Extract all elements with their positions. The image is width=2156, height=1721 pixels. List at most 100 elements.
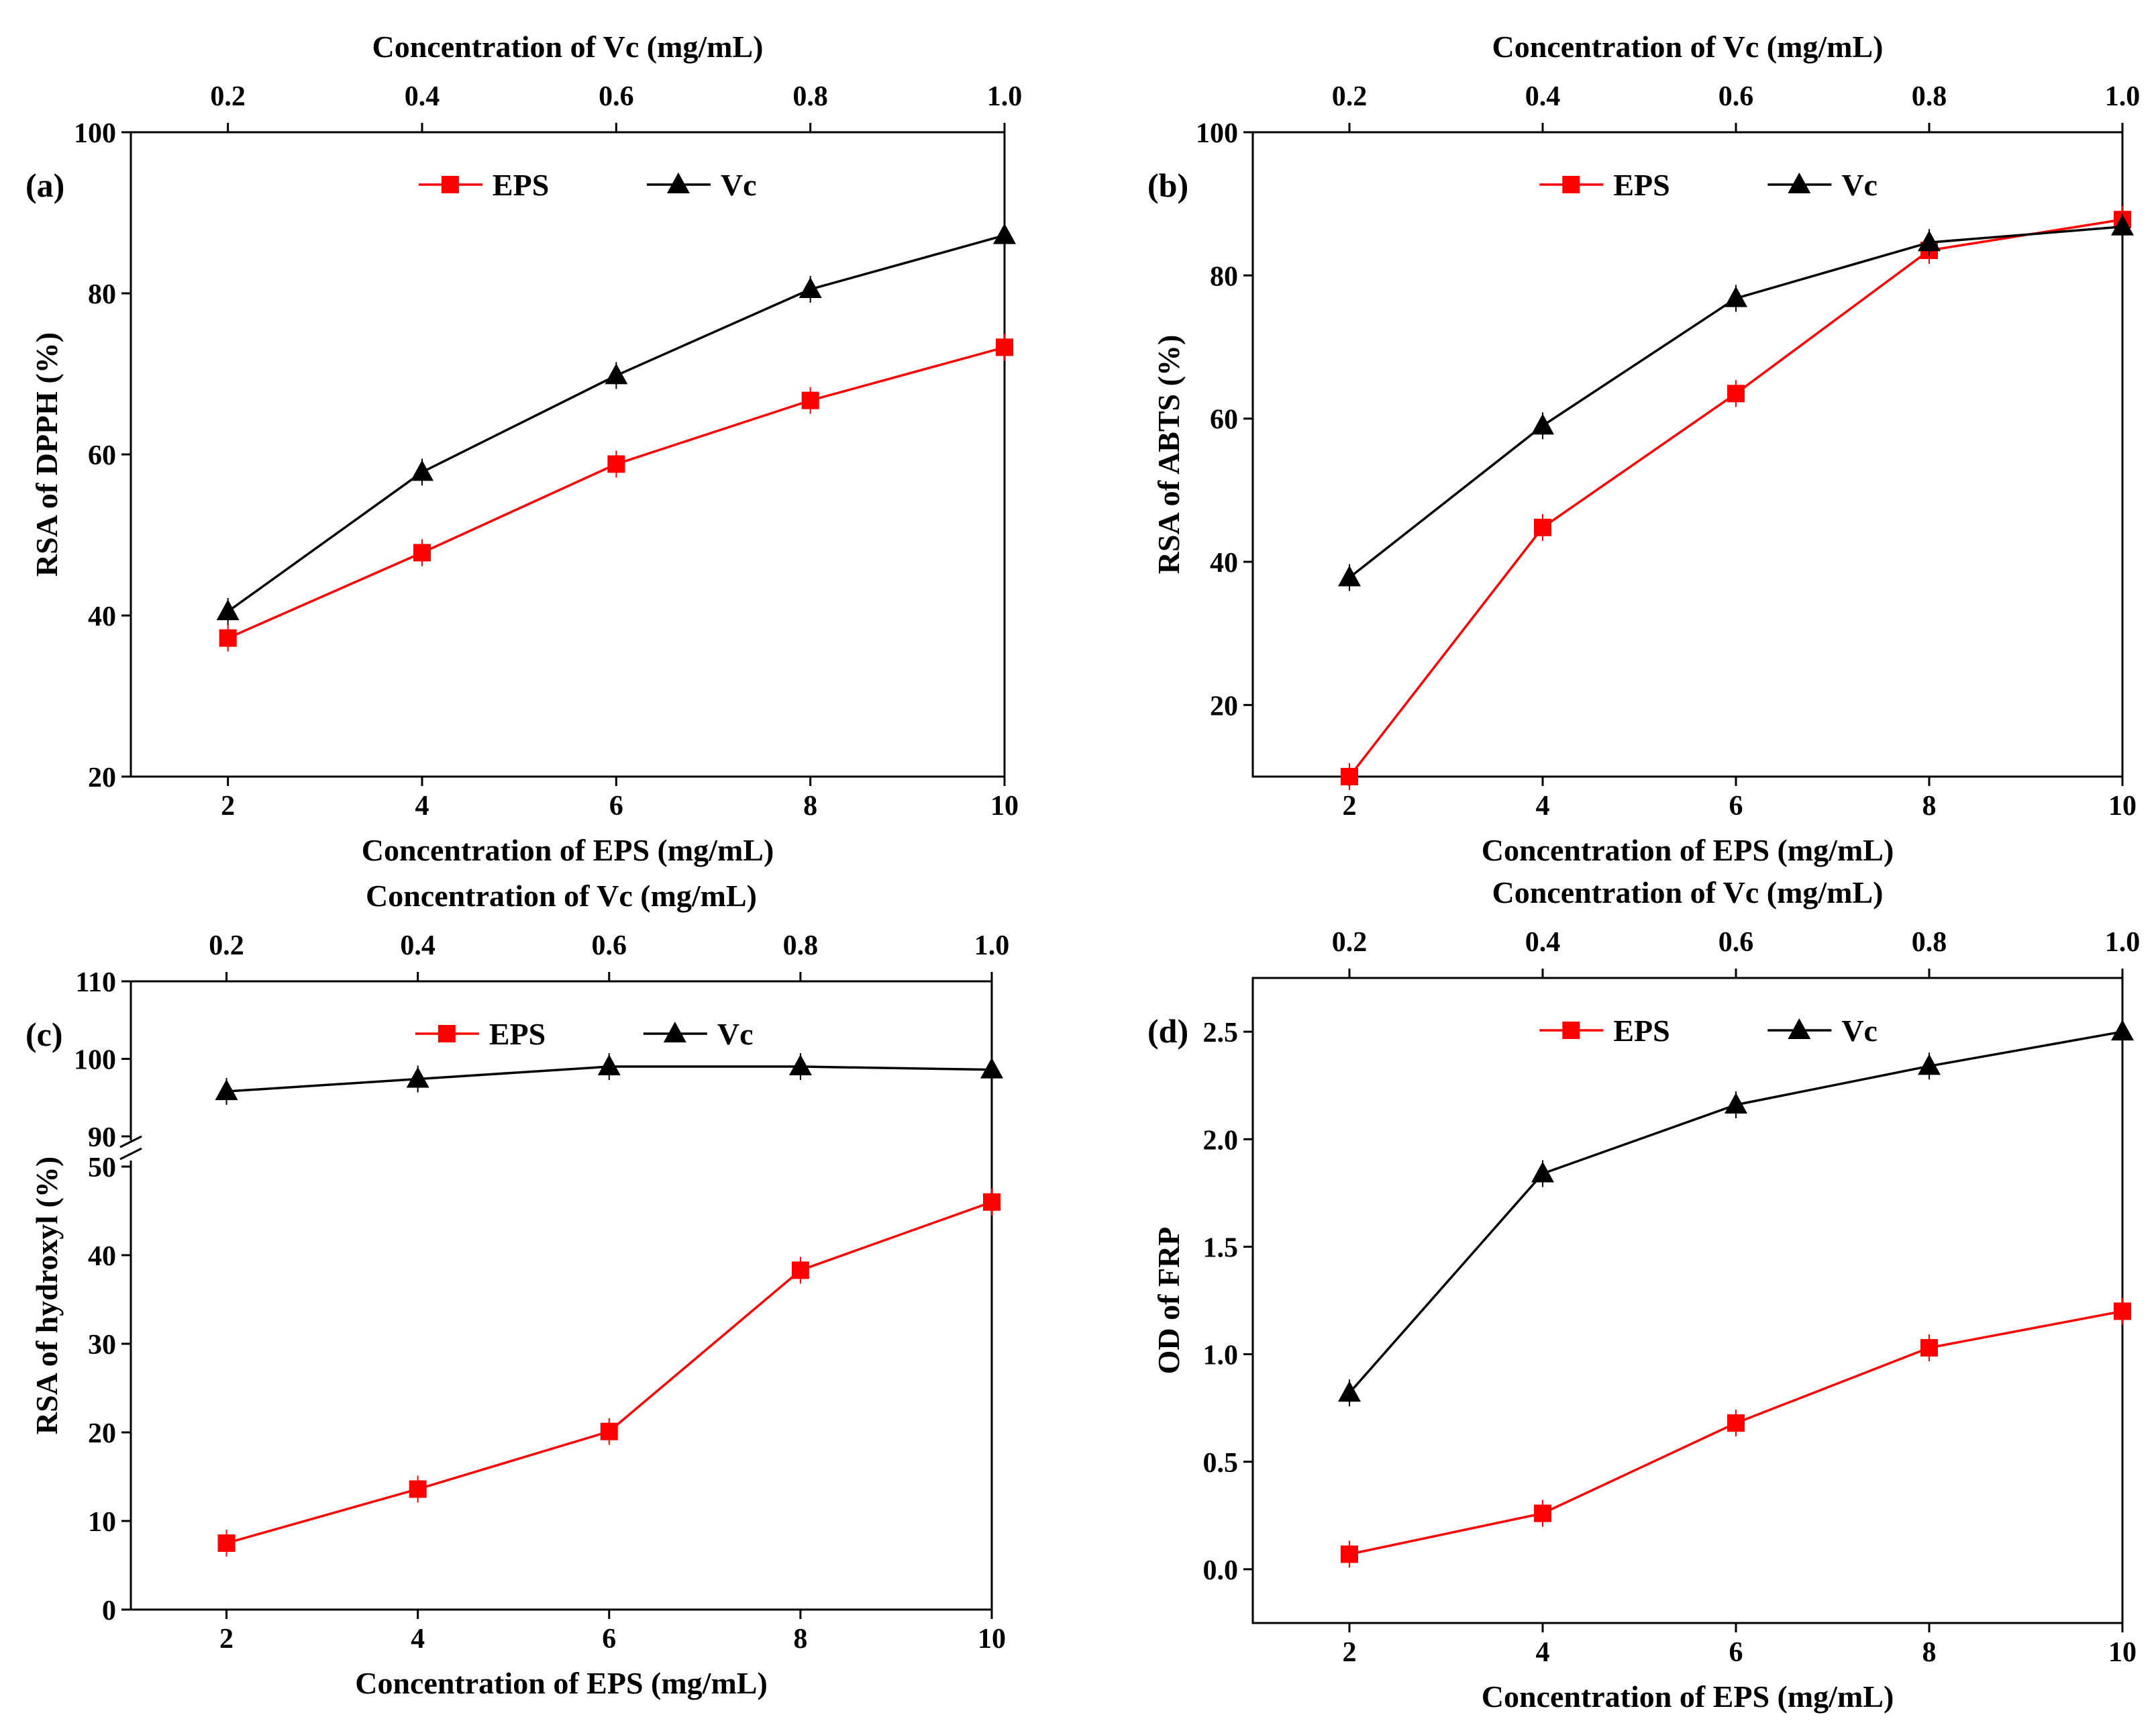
- x-tick-label: 8: [803, 791, 817, 822]
- y-tick-label: 20: [88, 1418, 116, 1449]
- plot-frame: [130, 131, 1006, 778]
- legend-marker: [663, 1022, 686, 1042]
- data-point-vc: [1338, 1381, 1361, 1402]
- data-point-vc: [605, 363, 628, 385]
- data-point-vc: [1338, 565, 1361, 587]
- legend-label-vc: Vc: [1841, 1014, 1878, 1048]
- data-point-eps: [413, 544, 431, 562]
- legend-label-eps: EPS: [489, 1017, 546, 1051]
- x-tick-label: 8: [1922, 1637, 1937, 1668]
- data-point-vc: [406, 1067, 429, 1088]
- data-point-vc: [1725, 1092, 1747, 1114]
- y-tick-label: 0: [102, 1595, 116, 1626]
- data-point-eps: [1727, 385, 1745, 403]
- top-x-tick-label: 0.2: [209, 930, 244, 961]
- top-axis-title: Concentration of Vc (mg/mL): [366, 879, 757, 913]
- data-point-vc: [216, 599, 240, 620]
- data-point-eps: [791, 1261, 809, 1279]
- legend-marker: [1562, 176, 1580, 193]
- top-x-tick-label: 1.0: [974, 930, 1010, 961]
- y-tick-label: 60: [88, 440, 116, 471]
- x-tick-label: 2: [1343, 1637, 1357, 1668]
- panel-label: (a): [25, 166, 64, 204]
- top-x-tick-label: 0.6: [1718, 81, 1754, 112]
- data-point-vc: [1918, 230, 1941, 252]
- data-point-vc: [597, 1054, 621, 1076]
- legend-marker: [666, 173, 690, 193]
- data-point-vc: [1918, 1054, 1941, 1075]
- data-point-vc: [2111, 214, 2134, 236]
- data-point-vc: [788, 1054, 812, 1076]
- x-axis-title: Concentration of EPS (mg/mL): [1482, 833, 1894, 867]
- data-point-vc: [799, 277, 822, 298]
- data-point-vc: [1725, 286, 1747, 307]
- x-tick-label: 10: [2108, 1637, 2137, 1668]
- top-x-tick-label: 0.2: [1332, 81, 1368, 112]
- x-tick-label: 4: [1536, 791, 1550, 822]
- x-tick-label: 10: [978, 1624, 1006, 1655]
- axis-break-mark: [119, 1147, 142, 1161]
- data-point-eps: [1727, 1414, 1745, 1432]
- data-point-eps: [2114, 1302, 2131, 1320]
- series-line-eps: [226, 1201, 992, 1544]
- top-x-tick-label: 1.0: [2105, 927, 2141, 958]
- top-x-tick-label: 0.8: [1912, 927, 1947, 958]
- y-axis-title: RSA of hydroxyl (%): [30, 1157, 64, 1434]
- y-axis-title: RSA of DPPH (%): [30, 332, 64, 577]
- y-tick-label: 100: [1196, 118, 1238, 149]
- legend-label-vc: Vc: [717, 1017, 754, 1051]
- y-tick-label: 80: [88, 279, 116, 310]
- x-axis-title: Concentration of EPS (mg/mL): [362, 833, 774, 867]
- series-line-vc: [227, 234, 1005, 613]
- top-x-tick-label: 0.4: [1525, 927, 1561, 958]
- y-axis-title: OD of FRP: [1151, 1227, 1186, 1375]
- data-point-eps: [1341, 1545, 1358, 1563]
- series-line-eps: [227, 346, 1005, 640]
- x-tick-label: 10: [2108, 791, 2137, 822]
- y-tick-label: 40: [1210, 548, 1238, 579]
- data-point-eps: [996, 338, 1013, 356]
- x-tick-label: 8: [1922, 791, 1937, 822]
- top-x-tick-label: 0.4: [1525, 81, 1561, 112]
- top-x-tick-label: 1.0: [2105, 81, 2141, 112]
- x-tick-label: 2: [219, 1624, 234, 1655]
- y-tick-label: 20: [1210, 691, 1238, 722]
- chart-a: 2 4 6 8 10 0.2 0.4 0.6 0.8 1.0 20 40 60 80 100 Concentr…: [25, 30, 1022, 867]
- legend-marker: [438, 1025, 456, 1042]
- top-axis-title: Concentration of Vc (mg/mL): [1492, 875, 1884, 909]
- data-point-vc: [980, 1057, 1003, 1079]
- x-tick-label: 2: [1343, 791, 1357, 822]
- y-tick-label: 90: [88, 1122, 116, 1153]
- y-tick-label: 60: [1210, 405, 1238, 436]
- y-tick-label: 30: [88, 1330, 116, 1361]
- data-point-eps: [801, 391, 819, 409]
- top-x-tick-label: 0.4: [405, 81, 440, 112]
- top-x-tick-label: 0.8: [783, 930, 819, 961]
- x-axis-title: Concentration of EPS (mg/mL): [355, 1666, 768, 1700]
- legend-label-vc: Vc: [1841, 168, 1878, 202]
- data-point-eps: [1534, 518, 1551, 536]
- top-x-tick-label: 0.8: [1912, 81, 1947, 112]
- plot-frame: [130, 980, 993, 1611]
- x-tick-label: 2: [221, 791, 235, 822]
- y-tick-label: 0.5: [1203, 1448, 1239, 1479]
- legend-marker: [441, 176, 459, 193]
- x-tick-label: 6: [1729, 791, 1743, 822]
- y-tick-label: 1.0: [1203, 1340, 1239, 1371]
- data-point-vc: [215, 1079, 238, 1101]
- legend-marker: [1562, 1022, 1580, 1039]
- top-x-tick-label: 0.2: [210, 81, 246, 112]
- x-tick-label: 4: [1536, 1637, 1550, 1668]
- y-tick-label: 20: [88, 763, 116, 793]
- top-x-tick-label: 0.4: [400, 930, 435, 961]
- legend-label-vc: Vc: [721, 168, 757, 202]
- top-axis-title: Concentration of Vc (mg/mL): [372, 30, 764, 64]
- data-point-eps: [983, 1193, 1000, 1211]
- chart-c: 2 4 6 8 10 0.2 0.4 0.6 0.8 1.0 90 100 110 0 10 20 30 40 50…: [25, 879, 1009, 1700]
- data-point-vc: [993, 223, 1016, 244]
- x-tick-label: 8: [793, 1624, 807, 1655]
- top-x-tick-label: 1.0: [987, 81, 1023, 112]
- y-tick-label: 100: [74, 1045, 116, 1076]
- panel-label: (d): [1147, 1012, 1188, 1050]
